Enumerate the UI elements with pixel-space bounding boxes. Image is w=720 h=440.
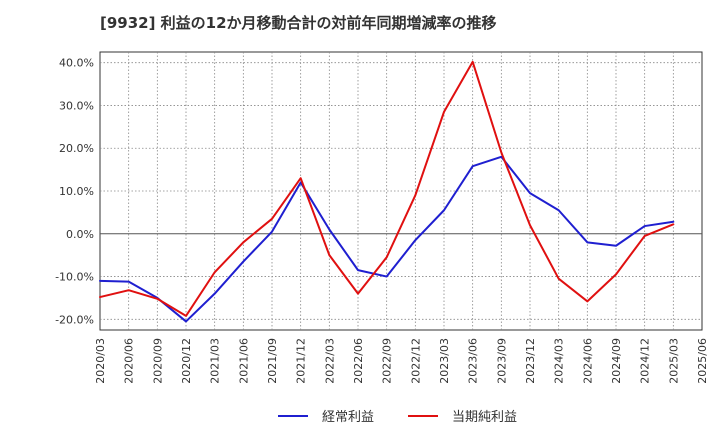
x-tick-label: 2024/03 xyxy=(553,338,566,384)
x-tick-label: 2020/09 xyxy=(151,338,164,384)
x-tick-label: 2023/06 xyxy=(467,338,480,384)
series-line-2 xyxy=(99,60,675,317)
x-tick-label: 2025/06 xyxy=(696,338,709,384)
y-tick-label: 30.0% xyxy=(59,99,94,112)
x-tick-label: 2022/03 xyxy=(323,338,336,384)
x-tick-label: 2021/12 xyxy=(295,338,308,384)
y-tick-label: 40.0% xyxy=(59,57,94,70)
x-tick-label: 2024/06 xyxy=(581,338,594,384)
x-tick-label: 2023/09 xyxy=(495,338,508,384)
x-tick-label: 2021/03 xyxy=(209,338,222,384)
chart-title: [9932] 利益の12か月移動合計の対前年同期増減率の推移 xyxy=(100,14,497,32)
y-tick-label: 20.0% xyxy=(59,142,94,155)
y-tick-label: 10.0% xyxy=(59,185,94,198)
x-tick-label: 2024/09 xyxy=(610,338,623,384)
x-tick-label: 2023/03 xyxy=(438,338,451,384)
y-tick-label: 0.0% xyxy=(66,228,94,241)
x-tick-label: 2020/06 xyxy=(123,338,136,384)
x-tick-label: 2021/06 xyxy=(237,338,250,384)
x-tick-label: 2022/12 xyxy=(409,338,422,384)
x-tick-label: 2023/12 xyxy=(524,338,537,384)
x-tick-label: 2024/12 xyxy=(639,338,652,384)
x-tick-label: 2020/12 xyxy=(180,338,193,384)
x-tick-label: 2021/09 xyxy=(266,338,279,384)
x-tick-label: 2025/03 xyxy=(667,338,680,384)
legend-label-2: 当期純利益 xyxy=(452,410,517,425)
x-tick-label: 2020/03 xyxy=(94,338,107,384)
legend-label-1: 経常利益 xyxy=(322,410,374,425)
x-tick-label: 2022/09 xyxy=(381,338,394,384)
x-tick-label: 2022/06 xyxy=(352,338,365,384)
series-line-1 xyxy=(99,155,675,323)
y-tick-label: -10.0% xyxy=(55,271,94,284)
y-tick-label: -20.0% xyxy=(55,313,94,326)
